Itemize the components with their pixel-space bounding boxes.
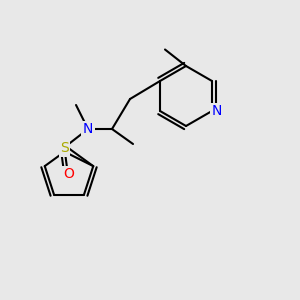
Text: N: N — [83, 122, 93, 136]
Text: S: S — [60, 142, 69, 155]
Text: O: O — [63, 167, 74, 181]
Text: N: N — [211, 104, 222, 118]
